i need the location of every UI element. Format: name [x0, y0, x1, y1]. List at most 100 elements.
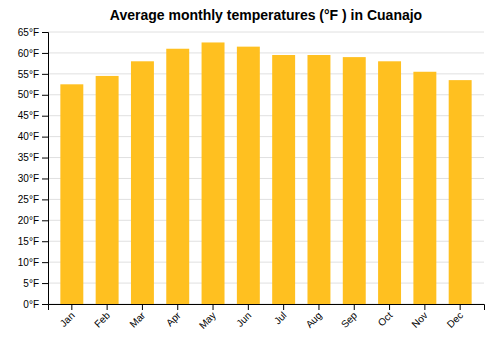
x-tick-mark	[354, 304, 355, 310]
bar	[378, 61, 401, 304]
y-tick: 25°F	[18, 194, 48, 205]
y-tick: 40°F	[18, 131, 48, 142]
y-tick-label: 10°F	[18, 257, 39, 268]
y-axis: 0°F 5°F 10°F 15°F 20°F 25°F 30°F 35°F 40°F 45°F 50…	[18, 27, 49, 310]
x-tick-mark	[142, 304, 143, 310]
y-tick-mark	[42, 262, 48, 263]
x-tick: Mar	[127, 304, 147, 330]
x-tick-label: Apr	[164, 309, 183, 328]
y-tick-label: 0°F	[23, 299, 39, 310]
chart-svg: 0°F 5°F 10°F 15°F 20°F 25°F 30°F 35°F 40°F 45°F 50…	[0, 0, 500, 350]
bar	[60, 84, 83, 304]
x-tick-label: Sep	[339, 309, 360, 330]
x-tick: Jul	[272, 304, 289, 326]
x-tick-label: May	[197, 310, 218, 331]
x-tick-mark	[177, 304, 178, 310]
y-tick: 10°F	[18, 257, 48, 268]
bar	[131, 61, 154, 304]
x-tick-mark	[213, 304, 214, 310]
x-tick-mark	[460, 304, 461, 310]
x-tick: Jun	[234, 304, 253, 329]
x-tick: Apr	[164, 304, 183, 328]
bar	[202, 42, 225, 304]
bars	[60, 42, 471, 304]
y-tick-mark	[42, 178, 48, 179]
x-tick-label: Mar	[127, 309, 147, 329]
y-tick-label: 55°F	[18, 69, 39, 80]
x-tick: Dec	[445, 304, 465, 330]
x-tick-label: Aug	[304, 310, 324, 330]
y-tick: 55°F	[18, 69, 48, 80]
y-tick: 5°F	[23, 278, 48, 289]
bar	[449, 80, 472, 304]
bar	[237, 47, 260, 304]
y-tick-mark	[42, 137, 48, 138]
x-tick: Feb	[92, 304, 112, 330]
y-tick-label: 20°F	[18, 215, 39, 226]
y-tick-label: 45°F	[18, 110, 39, 121]
y-tick-mark	[42, 158, 48, 159]
y-tick-label: 50°F	[18, 89, 39, 100]
x-tick: Jan	[58, 304, 77, 329]
x-tick-mark	[248, 304, 249, 310]
y-tick: 35°F	[18, 152, 48, 163]
y-tick: 45°F	[18, 110, 48, 121]
grid	[48, 32, 484, 304]
y-tick-label: 40°F	[18, 131, 39, 142]
y-tick: 20°F	[18, 215, 48, 226]
y-tick: 0°F	[23, 299, 48, 310]
y-tick: 50°F	[18, 89, 48, 100]
grid-line	[48, 32, 484, 33]
x-tick-mark	[283, 304, 284, 310]
bar	[413, 72, 436, 304]
plot: 0°F 5°F 10°F 15°F 20°F 25°F 30°F 35°F 40°F 45°F 50…	[18, 27, 485, 331]
y-tick-label: 35°F	[18, 152, 39, 163]
bar	[166, 49, 189, 304]
x-tick-mark	[424, 304, 425, 310]
y-tick: 60°F	[18, 48, 48, 59]
x-tick: Aug	[304, 304, 324, 330]
y-tick-mark	[42, 32, 48, 33]
bar	[272, 55, 295, 304]
x-tick-label: Jul	[272, 310, 289, 327]
x-tick-mark	[389, 304, 390, 310]
x-tick-mark	[318, 304, 319, 310]
y-tick-mark	[42, 95, 48, 96]
x-tick-label: Nov	[409, 310, 429, 330]
x-axis-line	[49, 305, 485, 311]
y-tick-label: 25°F	[18, 194, 39, 205]
y-tick-label: 60°F	[18, 48, 39, 59]
y-tick: 30°F	[18, 173, 48, 184]
bar	[96, 76, 119, 304]
x-tick-mark	[107, 304, 108, 310]
x-tick-label: Jun	[234, 310, 253, 329]
x-tick: Nov	[409, 304, 429, 330]
y-tick-mark	[42, 220, 48, 221]
x-tick-label: Oct	[376, 310, 395, 329]
x-axis: Jan Feb Mar Apr May Jun Jul Aug Sep Oct Nov Dec	[49, 304, 485, 331]
y-tick-mark	[42, 74, 48, 75]
y-tick: 15°F	[18, 236, 48, 247]
y-tick-mark	[42, 116, 48, 117]
title: Average monthly temperatures (°F ) in Cu…	[110, 7, 422, 23]
y-tick-mark	[42, 53, 48, 54]
bar	[343, 57, 366, 304]
y-tick: 65°F	[18, 27, 48, 38]
x-tick: May	[197, 304, 218, 331]
y-axis-line	[42, 33, 49, 305]
x-tick-label: Feb	[92, 309, 112, 329]
y-tick-mark	[42, 199, 48, 200]
x-tick-label: Dec	[445, 310, 465, 330]
y-tick-label: 5°F	[23, 278, 39, 289]
y-tick-label: 65°F	[18, 27, 39, 38]
y-tick-mark	[42, 304, 48, 305]
y-tick-mark	[42, 241, 48, 242]
y-tick-mark	[42, 283, 48, 284]
y-tick-label: 30°F	[18, 173, 39, 184]
x-tick-mark	[71, 304, 72, 310]
chart-container: 0°F 5°F 10°F 15°F 20°F 25°F 30°F 35°F 40°F 45°F 50…	[0, 0, 500, 350]
y-tick-label: 15°F	[18, 236, 39, 247]
x-tick: Oct	[376, 304, 395, 328]
x-tick: Sep	[339, 304, 360, 330]
grid-line	[48, 52, 484, 53]
